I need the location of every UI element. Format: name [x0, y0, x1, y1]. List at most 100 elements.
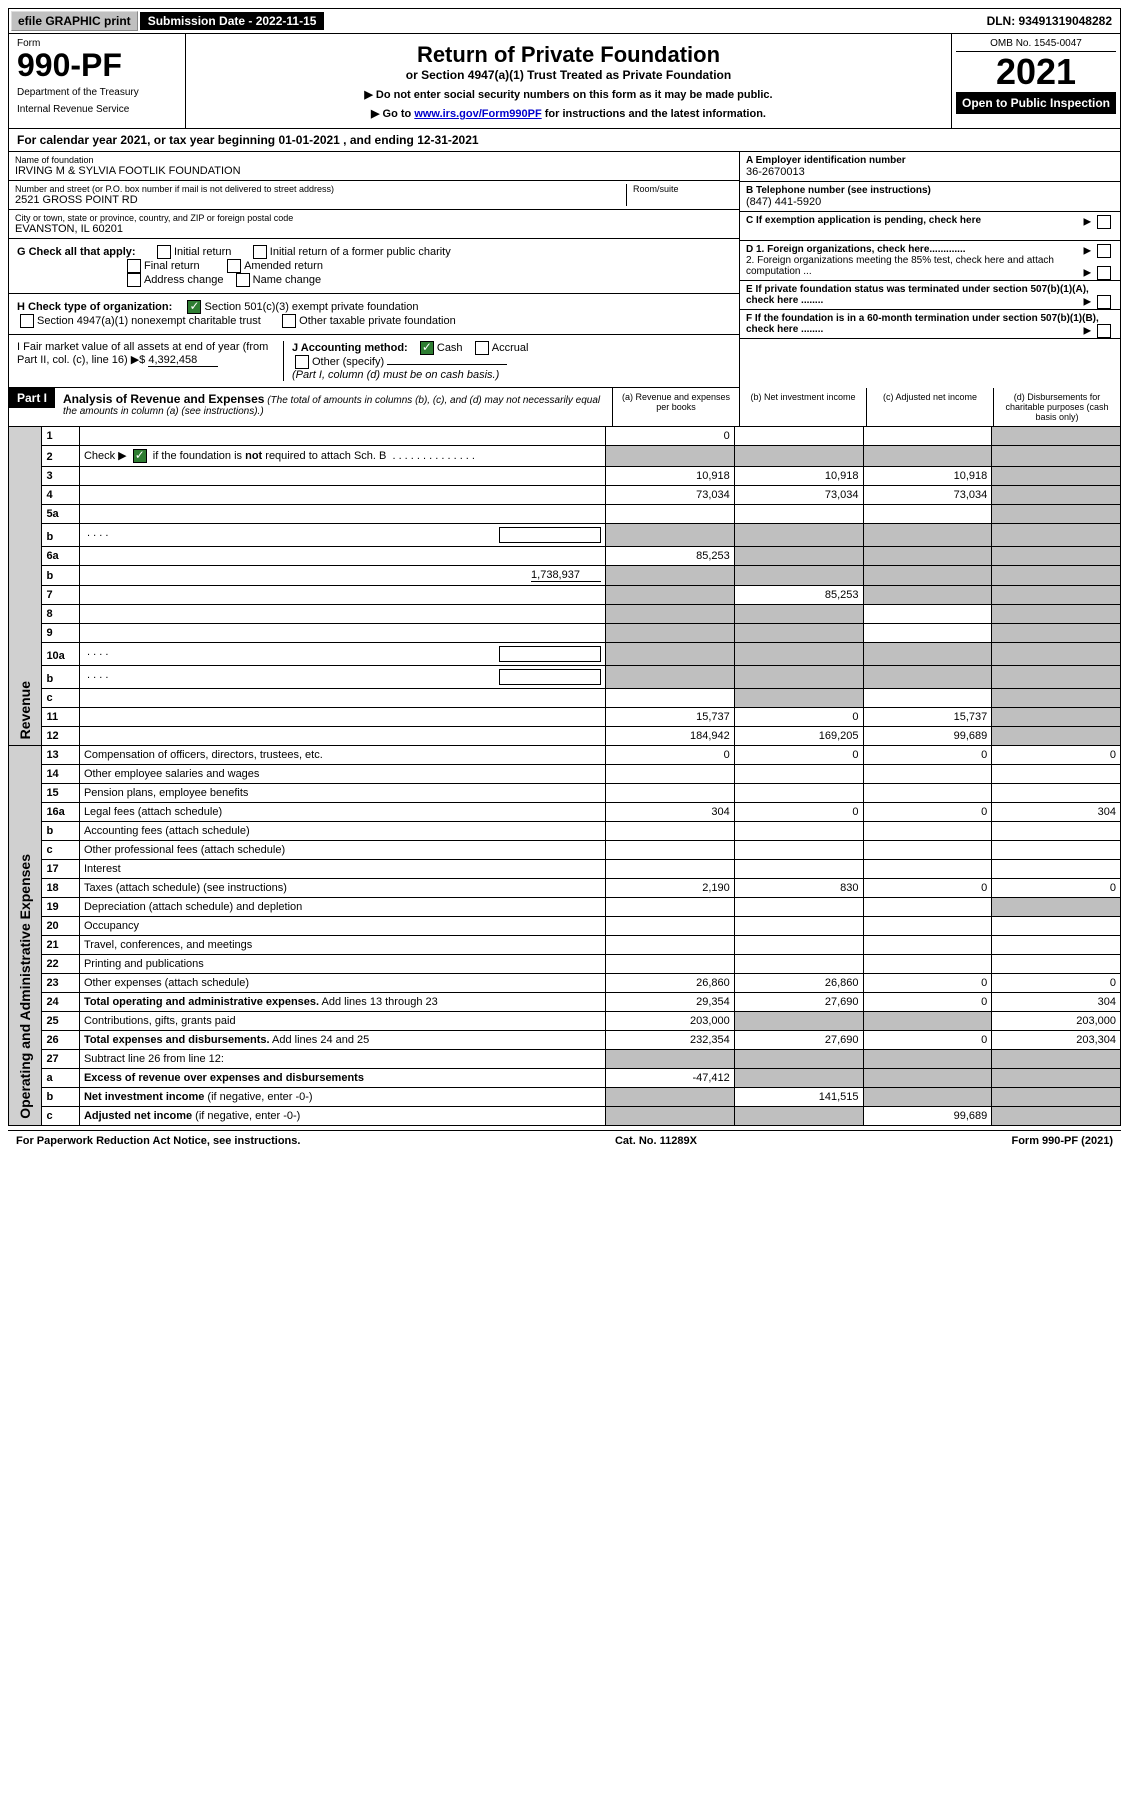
- col-b-value: 10,918: [734, 467, 863, 486]
- part1-header-row: Part I Analysis of Revenue and Expenses …: [8, 388, 1121, 427]
- other-method-checkbox[interactable]: [295, 355, 309, 369]
- irs-link[interactable]: www.irs.gov/Form990PF: [414, 108, 541, 120]
- e-checkbox[interactable]: [1097, 295, 1111, 309]
- table-row: 16aLegal fees (attach schedule)30400304: [9, 803, 1121, 822]
- cash-checkbox[interactable]: [420, 341, 434, 355]
- table-row: Revenue10: [9, 427, 1121, 446]
- part1-title: Analysis of Revenue and Expenses: [63, 392, 264, 406]
- col-a-head: (a) Revenue and expenses per books: [612, 388, 739, 426]
- col-a-value: [606, 955, 735, 974]
- line-desc: Contributions, gifts, grants paid: [79, 1012, 605, 1031]
- d2-label: 2. Foreign organizations meeting the 85%…: [746, 255, 1054, 277]
- cash-label: Cash: [437, 342, 463, 354]
- col-b-value: [734, 822, 863, 841]
- name-change-checkbox[interactable]: [236, 273, 250, 287]
- initial-former-checkbox[interactable]: [253, 245, 267, 259]
- col-b-value: [734, 1069, 863, 1088]
- f-label: F If the foundation is in a 60-month ter…: [746, 313, 1099, 335]
- table-row: 20Occupancy: [9, 917, 1121, 936]
- final-return-checkbox[interactable]: [127, 259, 141, 273]
- table-row: aExcess of revenue over expenses and dis…: [9, 1069, 1121, 1088]
- entity-info-grid: Name of foundation IRVING M & SYLVIA FOO…: [8, 152, 1121, 388]
- col-d-value: [992, 605, 1121, 624]
- tax-year: 2021: [956, 52, 1116, 92]
- col-a-value: [606, 666, 735, 689]
- col-b-value: [734, 624, 863, 643]
- line-number: 19: [42, 898, 80, 917]
- col-c-value: [863, 860, 992, 879]
- accrual-label: Accrual: [492, 342, 529, 354]
- col-d-value: [992, 1088, 1121, 1107]
- col-a-value: 232,354: [606, 1031, 735, 1050]
- cal-end: 12-31-2021: [417, 133, 478, 147]
- col-c-value: 99,689: [863, 727, 992, 746]
- cal-prefix: For calendar year 2021, or tax year begi…: [17, 133, 278, 147]
- line-desc: Printing and publications: [79, 955, 605, 974]
- initial-return-checkbox[interactable]: [157, 245, 171, 259]
- address-change-checkbox[interactable]: [127, 273, 141, 287]
- col-b-value: [734, 784, 863, 803]
- d2-checkbox[interactable]: [1097, 266, 1111, 280]
- col-c-value: [863, 505, 992, 524]
- col-d-value: [992, 936, 1121, 955]
- line-number: 2: [42, 446, 80, 467]
- col-c-value: 0: [863, 974, 992, 993]
- col-a-value: 0: [606, 427, 735, 446]
- foundation-name-label: Name of foundation: [15, 155, 733, 165]
- line-desc: Depreciation (attach schedule) and deple…: [79, 898, 605, 917]
- line-number: 4: [42, 486, 80, 505]
- col-b-value: 26,860: [734, 974, 863, 993]
- room-label: Room/suite: [633, 184, 733, 194]
- table-row: c: [9, 689, 1121, 708]
- col-d-value: [992, 566, 1121, 586]
- other-taxable-checkbox[interactable]: [282, 314, 296, 328]
- col-a-value: [606, 566, 735, 586]
- col-b-value: [734, 505, 863, 524]
- table-row: 10a . . . .: [9, 643, 1121, 666]
- irs-label: Internal Revenue Service: [17, 104, 177, 115]
- col-b-value: [734, 1050, 863, 1069]
- 501c3-checkbox[interactable]: [187, 300, 201, 314]
- col-b-value: [734, 765, 863, 784]
- line-desc: Taxes (attach schedule) (see instruction…: [79, 879, 605, 898]
- submission-date: Submission Date - 2022-11-15: [140, 12, 325, 30]
- table-row: 2Check ▶ if the foundation is not requir…: [9, 446, 1121, 467]
- cal-begin: 01-01-2021: [278, 133, 339, 147]
- paperwork-notice: For Paperwork Reduction Act Notice, see …: [16, 1135, 300, 1147]
- col-d-value: [992, 1069, 1121, 1088]
- f-checkbox[interactable]: [1097, 324, 1111, 338]
- col-a-value: [606, 1050, 735, 1069]
- address: 2521 GROSS POINT RD: [15, 194, 626, 206]
- table-row: bAccounting fees (attach schedule): [9, 822, 1121, 841]
- line-desc: [79, 547, 605, 566]
- c-checkbox[interactable]: [1097, 215, 1111, 229]
- col-c-value: [863, 624, 992, 643]
- line-desc: . . . .: [79, 524, 605, 547]
- table-row: 25Contributions, gifts, grants paid203,0…: [9, 1012, 1121, 1031]
- line-desc: . . . .: [79, 643, 605, 666]
- col-a-value: 2,190: [606, 879, 735, 898]
- col-a-value: [606, 643, 735, 666]
- col-d-value: 203,304: [992, 1031, 1121, 1050]
- col-a-value: 10,918: [606, 467, 735, 486]
- col-d-value: [992, 765, 1121, 784]
- table-row: 8: [9, 605, 1121, 624]
- line-number: b: [42, 1088, 80, 1107]
- 4947-checkbox[interactable]: [20, 314, 34, 328]
- d1-checkbox[interactable]: [1097, 244, 1111, 258]
- accrual-checkbox[interactable]: [475, 341, 489, 355]
- col-c-value: [863, 1012, 992, 1031]
- table-row: b . . . .: [9, 524, 1121, 547]
- table-row: 17Interest: [9, 860, 1121, 879]
- efile-print-button[interactable]: efile GRAPHIC print: [11, 11, 138, 31]
- col-d-value: 203,000: [992, 1012, 1121, 1031]
- amended-checkbox[interactable]: [227, 259, 241, 273]
- table-row: 6a85,253: [9, 547, 1121, 566]
- col-a-value: [606, 860, 735, 879]
- col-d-head: (d) Disbursements for charitable purpose…: [993, 388, 1120, 426]
- sch-b-checkbox[interactable]: [133, 449, 147, 463]
- table-row: cOther professional fees (attach schedul…: [9, 841, 1121, 860]
- line-desc: Occupancy: [79, 917, 605, 936]
- form-header: Form 990-PF Department of the Treasury I…: [8, 34, 1121, 129]
- col-d-value: 0: [992, 746, 1121, 765]
